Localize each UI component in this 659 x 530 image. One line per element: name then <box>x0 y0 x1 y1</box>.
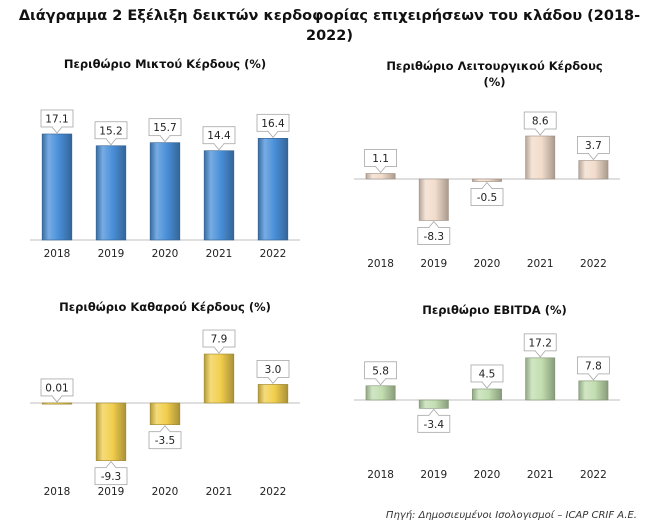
bar-2019 <box>418 178 449 221</box>
bar-2018 <box>41 133 73 241</box>
data-label-pointer <box>375 378 386 386</box>
data-label-pointer <box>534 128 546 136</box>
category-label: 2021 <box>527 469 554 481</box>
data-label-pointer <box>213 143 225 151</box>
gross-margin-chart: Περιθώριο Μικτού Κέρδους (%) 17.1 2018 15.2… <box>0 54 330 269</box>
bar-2022 <box>257 384 289 404</box>
bar-2020 <box>149 402 181 426</box>
data-label: 15.7 <box>153 122 176 134</box>
bar-2020 <box>472 388 502 401</box>
bar-2022 <box>578 380 609 401</box>
data-label: -3.4 <box>424 419 445 431</box>
chart-title: Περιθώριο Καθαρού Κέρδους (%) <box>59 300 271 314</box>
data-label-pointer <box>428 220 440 228</box>
data-label: 7.8 <box>585 360 602 372</box>
bar-2022 <box>257 138 289 241</box>
data-label-pointer <box>588 373 599 381</box>
data-label: 14.4 <box>207 130 231 142</box>
data-label: -0.5 <box>477 192 498 204</box>
net-margin-chart: Περιθώριο Καθαρού Κέρδους (%) 0.01 2018 -9.… <box>0 295 330 505</box>
category-label: 2018 <box>44 248 71 260</box>
data-label-pointer <box>267 377 279 385</box>
page-title: Διάγραμμα 2 Εξέλιξη δεικτών κερδοφορίας … <box>0 6 659 46</box>
bar-2020 <box>149 142 181 241</box>
data-label-pointer <box>375 166 386 174</box>
page-title-line-2: 2022) <box>306 28 353 44</box>
category-label: 2019 <box>420 258 447 270</box>
chart-svg: Περιθώριο Μικτού Κέρδους (%) 17.1 2018 15.2… <box>30 57 300 260</box>
category-label: 2018 <box>367 469 394 481</box>
chart-title: Περιθώριο EBITDA (%) <box>422 303 566 317</box>
data-label-pointer <box>105 461 117 468</box>
category-label: 2020 <box>152 486 179 498</box>
data-label: 0.01 <box>45 382 68 394</box>
data-label-pointer <box>159 135 171 143</box>
category-label: 2021 <box>206 248 233 260</box>
source-note: Πηγή: Δημοσιευμένοι Ισολογισμοί – ICAP C… <box>385 510 637 521</box>
data-label-pointer <box>588 153 599 161</box>
category-label: 2022 <box>260 248 287 260</box>
data-label: 17.2 <box>529 337 552 349</box>
data-label: -9.3 <box>101 471 122 483</box>
data-label-pointer <box>428 408 440 416</box>
data-label-pointer <box>51 126 63 134</box>
data-label-pointer <box>105 138 117 146</box>
data-label: 4.5 <box>479 368 496 380</box>
ebitda-margin-chart: Περιθώριο EBITDA (%) 5.8 2018 -3.4 2019 4.5 20… <box>330 295 659 495</box>
data-label: 8.6 <box>532 116 549 128</box>
data-label: 15.2 <box>99 125 122 137</box>
bar-2021 <box>203 150 235 241</box>
bar-2018 <box>365 173 396 180</box>
data-label: 5.8 <box>372 365 389 377</box>
data-label: 3.7 <box>585 140 602 152</box>
bar-2021 <box>525 135 556 180</box>
category-label: 2022 <box>580 469 607 481</box>
category-label: 2018 <box>44 486 71 498</box>
data-label-pointer <box>213 346 225 354</box>
data-label: 17.1 <box>45 113 68 125</box>
chart-title: Περιθώριο Μικτού Κέρδους (%) <box>64 57 266 71</box>
bar-2019 <box>418 399 449 409</box>
bar-2018 <box>41 402 73 405</box>
bar-2021 <box>203 353 235 404</box>
category-label: 2020 <box>152 248 179 260</box>
operating-margin-chart: Περιθώριο Λειτουργικού Κέρδους (%) 1.1 2018… <box>330 54 659 279</box>
bar-2019 <box>95 402 127 461</box>
bar-2021 <box>525 357 556 401</box>
data-label: 3.0 <box>265 364 282 376</box>
data-label-pointer <box>159 425 171 432</box>
page-title-line-1: Διάγραμμα 2 Εξέλιξη δεικτών κερδοφορίας … <box>18 8 641 24</box>
data-label-pointer <box>51 395 63 403</box>
data-label-pointer <box>481 381 493 389</box>
chart-svg: Περιθώριο Καθαρού Κέρδους (%) 0.01 2018 -9.… <box>30 300 300 498</box>
bar-2020 <box>472 178 502 182</box>
chart-svg: Περιθώριο EBITDA (%) 5.8 2018 -3.4 2019 4.5 20… <box>354 303 620 481</box>
data-label: 16.4 <box>261 118 285 130</box>
category-label: 2020 <box>474 258 501 270</box>
data-label: 1.1 <box>372 153 389 165</box>
data-label-pointer <box>534 350 546 358</box>
bar-2022 <box>578 160 609 180</box>
category-label: 2018 <box>367 258 394 270</box>
chart-title: Περιθώριο Λειτουργικού Κέρδους (%) <box>386 59 603 89</box>
category-label: 2021 <box>527 258 554 270</box>
data-label: 7.9 <box>211 334 228 346</box>
category-label: 2019 <box>420 469 447 481</box>
bar-2018 <box>365 385 396 401</box>
category-label: 2019 <box>98 486 125 498</box>
category-label: 2021 <box>206 486 233 498</box>
data-label-pointer <box>481 181 493 189</box>
data-label-pointer <box>267 131 279 138</box>
category-label: 2019 <box>98 248 125 260</box>
category-label: 2022 <box>580 258 607 270</box>
chart-svg: Περιθώριο Λειτουργικού Κέρδους (%) 1.1 2018… <box>354 59 620 270</box>
data-label: -3.5 <box>155 435 176 447</box>
category-label: 2022 <box>260 486 287 498</box>
category-label: 2020 <box>474 469 501 481</box>
data-label: -8.3 <box>424 231 445 243</box>
bar-2019 <box>95 145 127 241</box>
